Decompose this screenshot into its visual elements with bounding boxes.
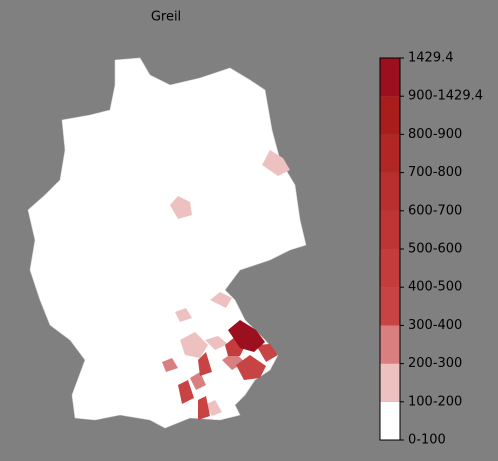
- region: [170, 196, 192, 219]
- colorbar-label: 700-800: [408, 165, 462, 180]
- colorbar: 0-100 100-200 200-300 300-400 400-500 500-600…: [379, 51, 483, 448]
- region: [262, 150, 290, 176]
- colorbar-label: 1429.4: [408, 51, 454, 66]
- region: [256, 344, 278, 362]
- colorbar-label: 500-600: [408, 242, 462, 257]
- colorbar-label: 300-400: [408, 318, 462, 333]
- colorbar-label: 200-300: [408, 356, 462, 371]
- colorbar-label: 100-200: [408, 394, 462, 409]
- colorbar-segment: [380, 401, 400, 440]
- region: [205, 400, 222, 416]
- region: [190, 372, 206, 390]
- colorbar-label: 800-900: [408, 127, 462, 142]
- region: [198, 396, 210, 420]
- colorbar-segment: [380, 287, 400, 326]
- colorbar-label: 0-100: [408, 433, 446, 448]
- colorbar-label: 900-1429.4: [408, 89, 483, 104]
- colorbar-label: 600-700: [408, 203, 462, 218]
- region: [236, 355, 266, 380]
- colorbar-segment: [380, 134, 400, 173]
- germany-map: [27, 57, 307, 429]
- colorbar-segment: [380, 363, 400, 402]
- region: [180, 332, 208, 358]
- region: [162, 358, 178, 372]
- colorbar-segment: [380, 96, 400, 135]
- region: [210, 292, 232, 308]
- colorbar-label: 400-500: [408, 280, 462, 295]
- region: [175, 308, 192, 322]
- colorbar-segment: [380, 58, 400, 97]
- colorbar-segment: [380, 172, 400, 211]
- region: [228, 320, 265, 352]
- germany-outline: [27, 57, 307, 429]
- map-title: Greil: [151, 10, 181, 25]
- region: [198, 352, 212, 376]
- colorbar-segment: [380, 325, 400, 364]
- colorbar-segment: [380, 249, 400, 288]
- colorbar-segment: [380, 210, 400, 249]
- region: [205, 336, 228, 350]
- region: [178, 380, 194, 404]
